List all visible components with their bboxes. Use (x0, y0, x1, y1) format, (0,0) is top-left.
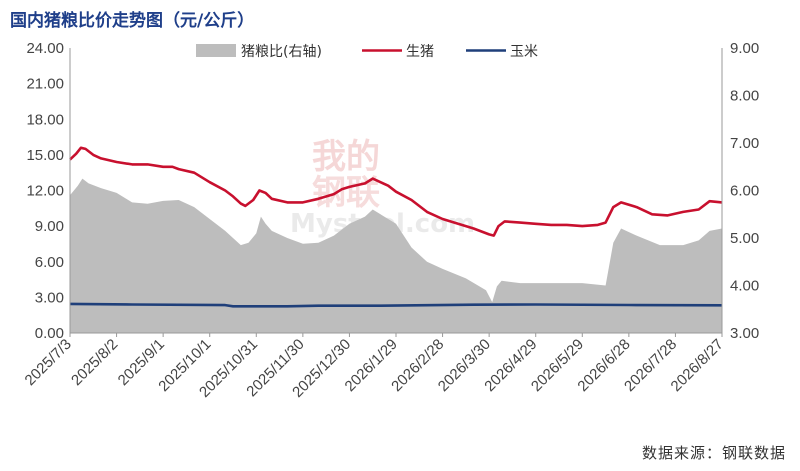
y-left-tick-label: 0.00 (35, 325, 64, 342)
watermark: 我的钢联Mysteel.com (290, 137, 475, 239)
y-right-tick-label: 4.00 (730, 278, 759, 295)
x-tick-label: 2025/7/3 (22, 336, 75, 389)
chart-title: 国内猪粮比价走势图（元/公斤） (10, 11, 255, 31)
legend-swatch-ratio (196, 44, 236, 57)
ratio-area-layer (70, 178, 722, 333)
y-left-tick-label: 9.00 (35, 218, 64, 235)
y-left-tick-label: 24.00 (26, 40, 64, 57)
y-right-tick-label: 6.00 (730, 183, 759, 200)
legend-label-ratio: 猪粮比(右轴) (241, 44, 322, 60)
y-right-tick-label: 8.00 (730, 88, 759, 105)
legend-label-corn: 玉米 (510, 44, 538, 60)
x-tick-label: 2025/8/2 (68, 336, 121, 389)
y-left-tick-label: 15.00 (26, 147, 64, 164)
y-left-tick-label: 21.00 (26, 76, 64, 93)
series-ratio-area (70, 178, 722, 333)
y-right-tick-label: 9.00 (730, 40, 759, 57)
series-corn-line (69, 302, 723, 308)
y-left-tick-label: 12.00 (26, 183, 64, 200)
series-hog-line (69, 146, 723, 237)
watermark-line-1: 我的 (312, 137, 380, 177)
y-left-tick-label: 6.00 (35, 254, 64, 271)
legend-label-hog: 生猪 (406, 44, 434, 60)
y-right-tick-label: 3.00 (730, 325, 759, 342)
source-note: 数据来源：钢联数据 (641, 444, 786, 462)
legend: 猪粮比(右轴) 生猪 玉米 (196, 44, 538, 60)
y-right-tick-label: 5.00 (730, 230, 759, 247)
price-lines-layer (69, 146, 723, 308)
y-left-tick-label: 3.00 (35, 289, 64, 306)
y-right-tick-label: 7.00 (730, 135, 759, 152)
y-left-tick-label: 18.00 (26, 111, 64, 128)
